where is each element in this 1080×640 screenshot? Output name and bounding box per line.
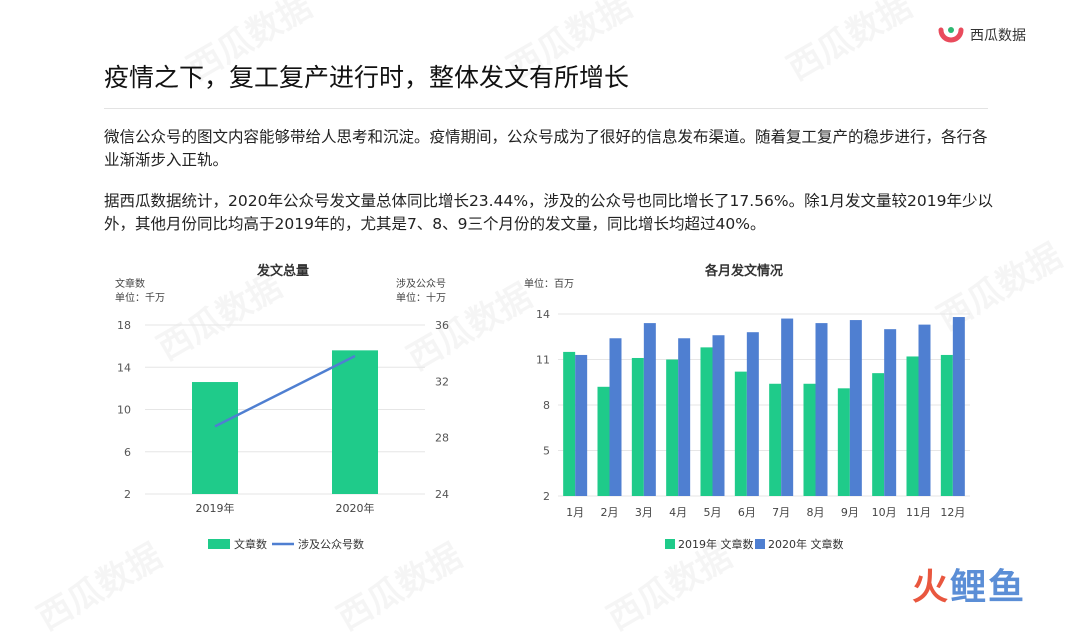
legend-label: 涉及公众号数 [298,537,364,551]
tick-label: 8 [543,399,550,412]
bar-5月-0 [700,347,713,496]
chart-title: 各月发文情况 [704,263,783,279]
category-label: 5月 [704,506,722,519]
right-tick-label: 24 [435,488,449,501]
bar-2月-0 [597,386,610,496]
bar-3月-1 [643,323,656,496]
tick-label: 5 [543,445,550,458]
bar-7月-0 [769,383,782,496]
bar-12月-0 [940,354,953,496]
bar-8月-1 [815,323,828,496]
bar-6月-0 [734,371,747,496]
right-tick-label: 32 [435,375,449,388]
category-label: 4月 [669,506,687,519]
left-tick-label: 6 [124,446,131,459]
bar-10月-1 [884,329,897,496]
legend-label: 2019年 文章数 [678,537,754,551]
bar-10月-0 [872,373,885,496]
watermark: 西瓜数据 [777,0,919,90]
tick-label: 2 [543,490,550,503]
category-label: 2019年 [196,501,235,515]
axis-unit: 单位：百万 [524,277,574,290]
right-axis-label: 涉及公众号 [396,277,446,290]
legend-label: 2020年 文章数 [768,537,844,551]
line-涉及公众号数 [214,354,356,428]
category-label: 3月 [635,506,653,519]
category-label: 2月 [601,506,619,519]
bar-6月-1 [746,332,759,496]
bar-8月-0 [803,383,816,496]
left-tick-label: 18 [117,319,131,332]
monthly-volume-chart: 各月发文情况 单位：百万 2 5 8 11 14 1月 2月 3月 4月 5月 6月 7月 8月 9月 10… [524,263,970,551]
bar-12月-1 [952,317,965,496]
right-axis-unit: 单位：十万 [396,291,446,304]
intro-paragraph: 微信公众号的图文内容能够带给人思考和沉淀。疫情期间，公众号成为了很好的信息发布渠… [104,128,988,169]
title-divider [104,108,988,109]
legend-swatch [208,539,230,549]
left-tick-label: 2 [124,488,131,501]
brand-mark-part2: 鲤鱼 [950,567,1027,608]
category-label: 8月 [807,506,825,519]
category-label: 7月 [772,506,790,519]
bar-1月-0 [563,351,576,496]
bar-2019年 [192,382,238,494]
logo-text: 西瓜数据 [970,28,1026,44]
bar-9月-1 [849,320,862,496]
bar-5月-1 [712,335,725,496]
watermelon-icon [938,27,964,43]
left-axis-label: 文章数 [115,277,145,290]
bar-4月-0 [666,359,679,496]
bar-11月-1 [918,324,931,496]
total-volume-chart: 发文总量 文章数 单位：千万 涉及公众号 单位：十万 2 6 10 14 18 24 28 3… [115,263,449,551]
left-tick-label: 10 [117,404,131,417]
brand-mark: 火鲤鱼 [912,558,1026,610]
bar-1月-1 [575,354,588,496]
category-label: 9月 [841,506,859,519]
bar-2月-1 [609,338,622,496]
bar-2020年 [332,350,378,494]
tick-label: 14 [536,308,550,321]
legend-label: 文章数 [234,537,267,551]
legend-swatch [755,539,765,549]
category-label: 12月 [940,506,965,519]
category-label: 1月 [566,506,584,519]
brand-mark-part1: 火 [912,567,951,608]
bar-9月-0 [837,388,850,496]
stats-paragraph: 据西瓜数据统计，2020年公众号发文量总体同比增长23.44%，涉及的公众号也同… [104,192,993,233]
category-label: 2020年 [336,501,375,515]
left-tick-label: 14 [117,361,131,374]
bar-4月-1 [678,338,691,496]
right-tick-label: 28 [435,432,449,445]
brand-logo: 西瓜数据 [938,24,1026,46]
right-tick-label: 36 [435,319,449,332]
category-label: 6月 [738,506,756,519]
tick-label: 11 [536,354,550,367]
bar-3月-0 [631,357,644,496]
legend-swatch [665,539,675,549]
category-label: 11月 [906,506,931,519]
page-title: 疫情之下，复工复产进行时，整体发文有所增长 [104,63,630,92]
left-axis-unit: 单位：千万 [115,291,165,304]
bar-11月-0 [906,356,919,496]
bar-7月-1 [781,318,794,496]
category-label: 10月 [872,506,897,519]
chart-title: 发文总量 [256,263,309,279]
